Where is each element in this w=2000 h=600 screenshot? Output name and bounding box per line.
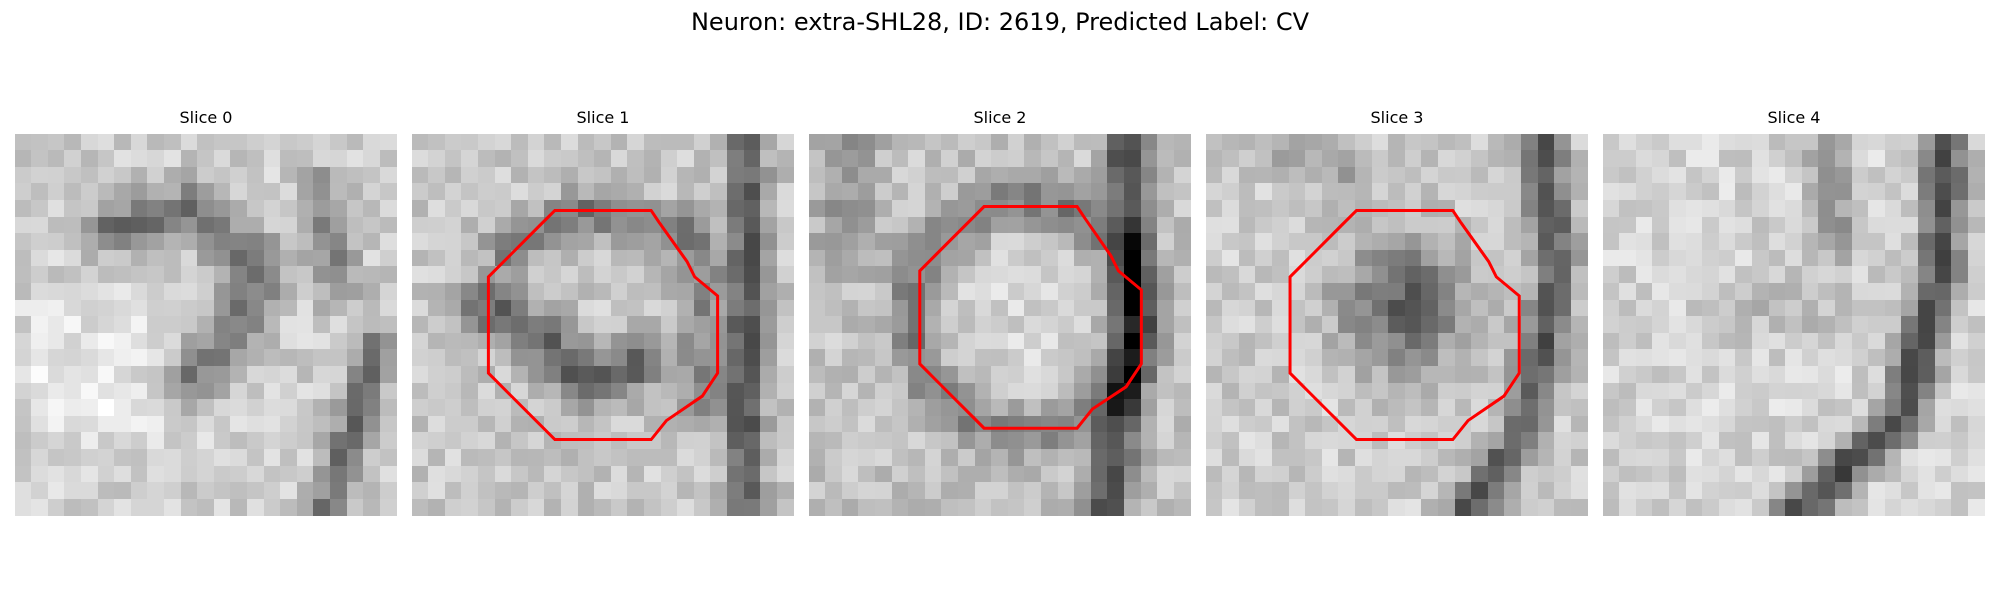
slice-image-4 (1603, 134, 1985, 516)
slice-canvas-1 (412, 134, 794, 516)
slice-panel-4: Slice 4 (1603, 108, 1985, 516)
slice-title: Slice 4 (1767, 108, 1821, 127)
figure-title: Neuron: extra-SHL28, ID: 2619, Predicted… (690, 8, 1310, 36)
slice-canvas-0 (15, 134, 397, 516)
slice-panel-2: Slice 2 (809, 108, 1191, 516)
slice-image-2 (809, 134, 1191, 516)
slice-canvas-2 (809, 134, 1191, 516)
slice-panel-0: Slice 0 (15, 108, 397, 516)
slice-canvas-3 (1206, 134, 1588, 516)
slice-canvas-4 (1603, 134, 1985, 516)
slice-panel-3: Slice 3 (1206, 108, 1588, 516)
slice-image-1 (412, 134, 794, 516)
slice-title: Slice 1 (576, 108, 630, 127)
slice-title: Slice 0 (179, 108, 233, 127)
slice-title: Slice 2 (973, 108, 1027, 127)
slice-title: Slice 3 (1370, 108, 1424, 127)
slice-panel-1: Slice 1 (412, 108, 794, 516)
slice-image-3 (1206, 134, 1588, 516)
slice-image-0 (15, 134, 397, 516)
